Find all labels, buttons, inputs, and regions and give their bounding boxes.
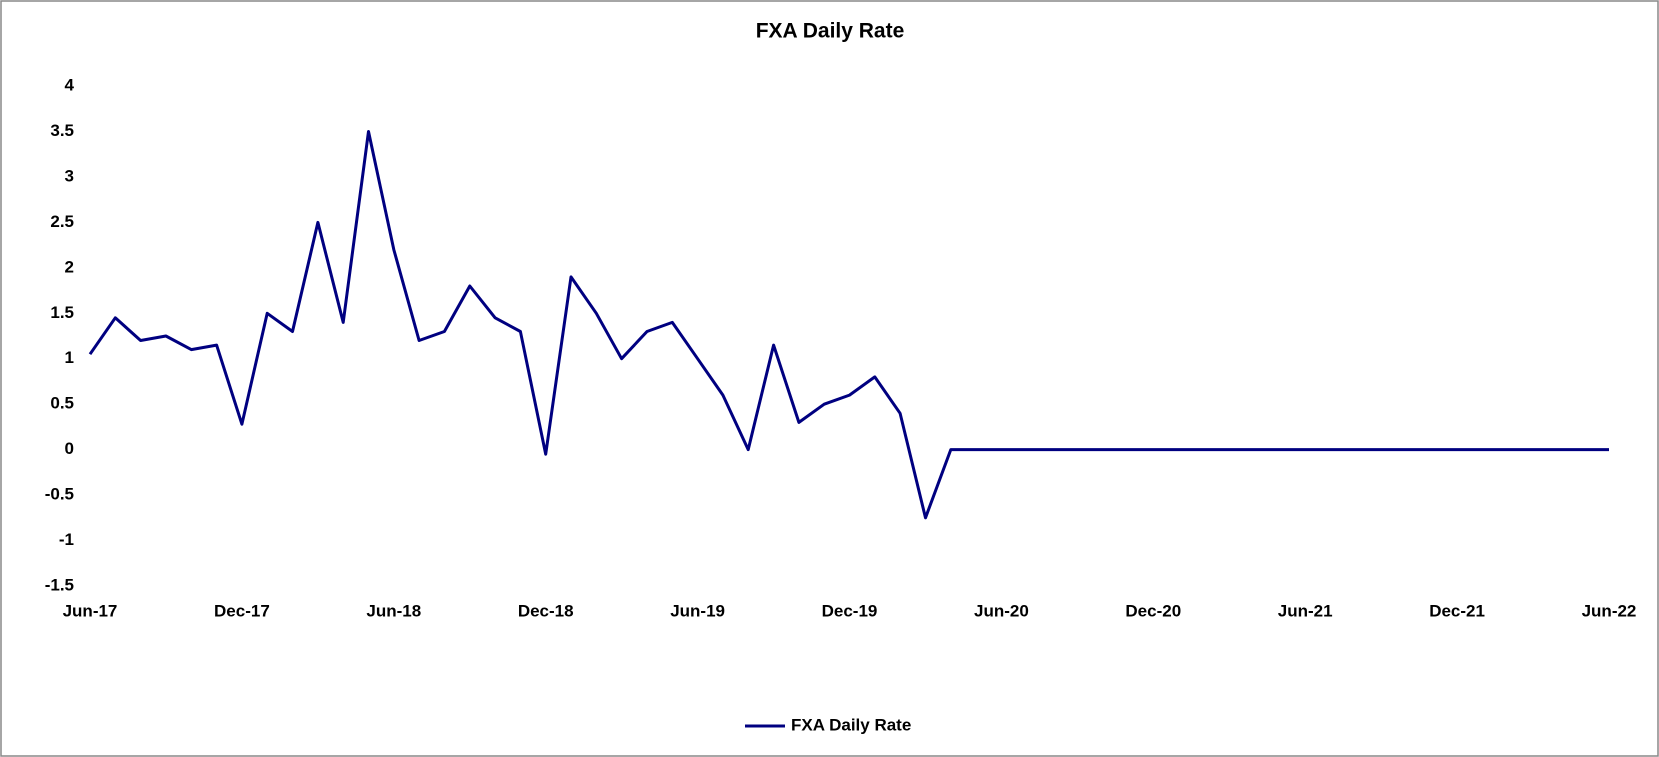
x-tick-label: Jun-21 [1278, 601, 1333, 620]
x-tick-label: Jun-19 [670, 601, 725, 620]
y-tick-label: 1.5 [50, 303, 74, 322]
x-tick-label: Dec-19 [822, 601, 878, 620]
y-tick-label: 3 [65, 166, 74, 185]
x-tick-label: Jun-17 [63, 601, 118, 620]
y-tick-label: -1.5 [45, 575, 74, 594]
y-tick-label: 2 [65, 257, 74, 276]
legend-label: FXA Daily Rate [791, 715, 911, 734]
x-tick-label: Jun-22 [1582, 601, 1637, 620]
x-tick-label: Dec-17 [214, 601, 270, 620]
y-tick-label: 3.5 [50, 121, 74, 140]
x-tick-label: Dec-18 [518, 601, 574, 620]
line [88, 130, 1609, 520]
y-tick-label: 1 [65, 348, 74, 367]
x-tick-label: Jun-18 [366, 601, 421, 620]
y-tick-label: 0 [65, 439, 74, 458]
y-tick-label: 2.5 [50, 212, 74, 231]
x-tick-label: Jun-20 [974, 601, 1029, 620]
x-tick-label: Dec-20 [1125, 601, 1181, 620]
y-tick-label: 4 [65, 75, 75, 94]
y-tick-label: -1 [59, 530, 74, 549]
chart-title: FXA Daily Rate [756, 20, 905, 43]
x-tick-label: Dec-21 [1429, 601, 1485, 620]
y-tick-label: -0.5 [45, 485, 74, 504]
y-tick-label: 0.5 [50, 394, 74, 413]
